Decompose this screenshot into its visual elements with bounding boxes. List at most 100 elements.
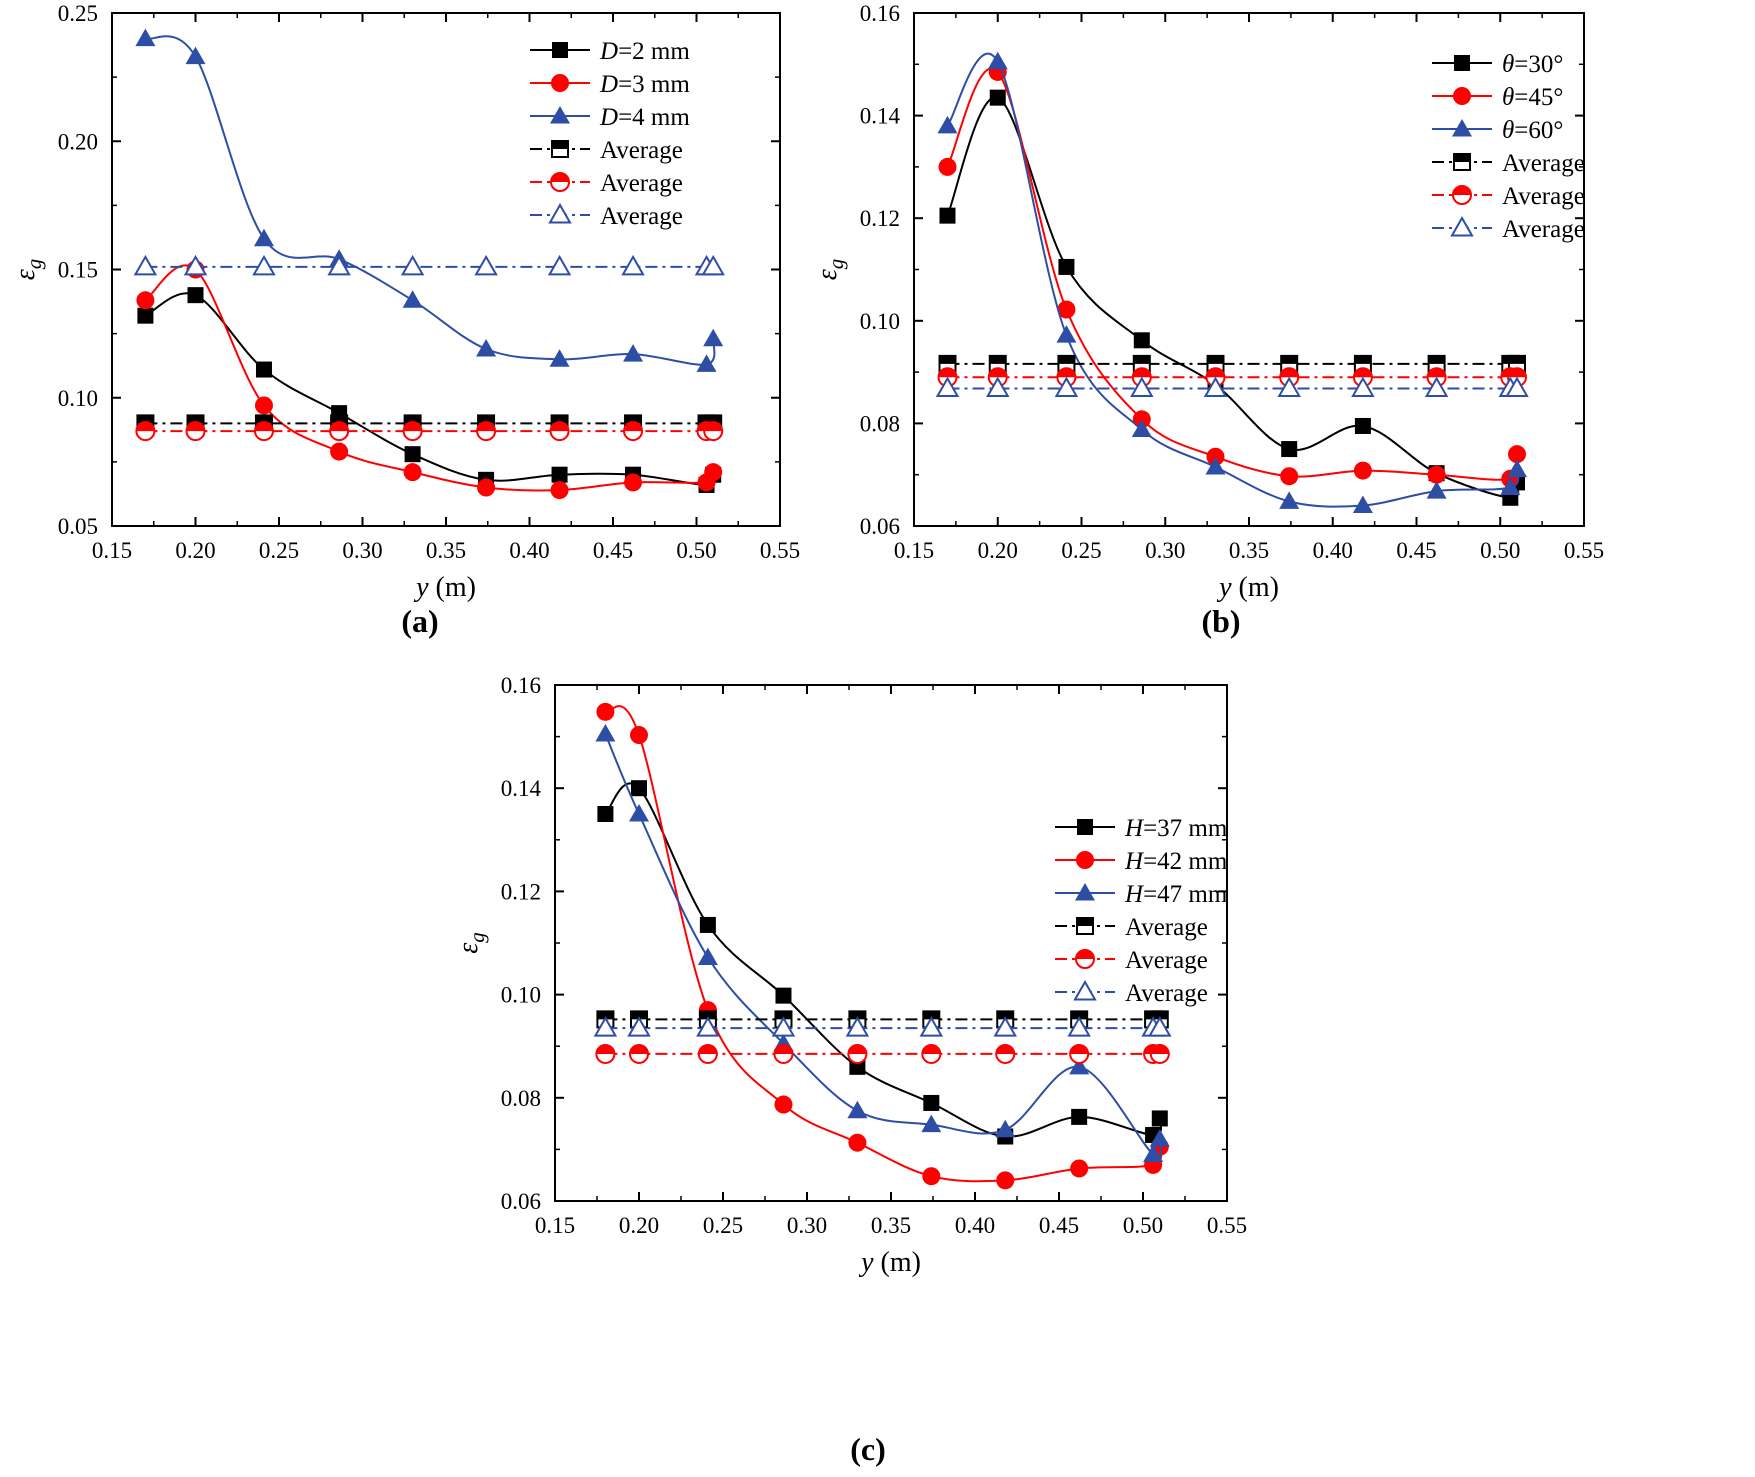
legend-label: θ=45° bbox=[1502, 84, 1563, 111]
legend-label: D=3 mm bbox=[599, 71, 690, 98]
data-point bbox=[621, 254, 645, 276]
data-point bbox=[701, 254, 725, 276]
data-point bbox=[775, 987, 792, 1004]
data-point bbox=[703, 328, 724, 347]
data-point-half bbox=[136, 422, 155, 432]
data-point bbox=[255, 361, 272, 378]
x-tick-label: 0.35 bbox=[426, 538, 466, 563]
legend-entry: θ=60° bbox=[1432, 117, 1563, 144]
data-point-half bbox=[705, 415, 722, 424]
legend-label: θ=30° bbox=[1502, 51, 1563, 78]
legend-entry: θ=30° bbox=[1432, 51, 1563, 78]
data-point bbox=[477, 478, 496, 497]
legend-entry: Average bbox=[1432, 183, 1585, 210]
legend-marker bbox=[1452, 119, 1472, 137]
data-point bbox=[922, 1167, 941, 1186]
data-point bbox=[847, 1100, 868, 1119]
plot-content bbox=[593, 702, 1172, 1190]
y-tick-label: 0.10 bbox=[501, 983, 541, 1008]
legend-marker-half bbox=[1454, 154, 1470, 162]
data-point bbox=[402, 290, 423, 308]
data-point bbox=[919, 1016, 944, 1037]
data-point bbox=[935, 376, 960, 398]
data-point bbox=[923, 1094, 940, 1111]
y-tick-label: 0.05 bbox=[58, 514, 98, 539]
data-point-half bbox=[849, 1011, 866, 1020]
chart-panel-a: 0.15 0.20 0.25 0.30 0.35 0.40 0.45 0.50 0.55 0.05… bbox=[10, 1, 800, 639]
y-tick-label: 0.08 bbox=[860, 411, 900, 436]
data-point bbox=[704, 463, 723, 482]
x-tick-label: 0.20 bbox=[175, 538, 215, 563]
series-5 bbox=[595, 1043, 1170, 1064]
data-point bbox=[1351, 376, 1375, 398]
x-tick-label: 0.45 bbox=[593, 538, 633, 563]
legend-label: H=47 mm bbox=[1124, 881, 1228, 908]
data-point-half bbox=[1509, 355, 1525, 364]
legend-entry: D=2 mm bbox=[530, 38, 690, 65]
legend-label: Average bbox=[1502, 183, 1585, 210]
data-point bbox=[474, 254, 498, 276]
data-point-half bbox=[1133, 355, 1150, 364]
data-point bbox=[133, 254, 158, 276]
data-point bbox=[1133, 332, 1150, 349]
data-point-half bbox=[989, 355, 1006, 364]
data-point bbox=[1280, 467, 1299, 486]
data-point bbox=[1281, 441, 1298, 458]
data-point bbox=[551, 466, 568, 483]
legend-marker-half bbox=[1076, 950, 1094, 959]
legend-entry: D=3 mm bbox=[530, 71, 690, 98]
data-point bbox=[921, 1114, 942, 1133]
data-point-half bbox=[186, 422, 205, 432]
data-point bbox=[400, 254, 425, 276]
legend-label: Average bbox=[600, 137, 683, 164]
x-tick-label: 0.20 bbox=[978, 538, 1018, 563]
legend-label: Average bbox=[1502, 216, 1585, 243]
legend-label: Average bbox=[600, 170, 683, 197]
legend-marker bbox=[548, 202, 572, 224]
legend-label: Average bbox=[1125, 980, 1208, 1007]
series-5 bbox=[135, 421, 724, 442]
legend-label: Average bbox=[1502, 150, 1585, 177]
data-point bbox=[848, 1133, 867, 1152]
data-point bbox=[996, 1171, 1015, 1190]
data-point bbox=[1424, 376, 1449, 398]
series-1 bbox=[137, 287, 722, 493]
legend-marker bbox=[1075, 883, 1095, 901]
legend-entry: Average bbox=[530, 202, 683, 230]
data-point-half bbox=[1353, 368, 1372, 378]
data-point bbox=[1054, 376, 1079, 398]
data-point bbox=[595, 724, 616, 742]
data-point bbox=[1427, 465, 1446, 484]
data-point bbox=[1354, 417, 1371, 434]
x-tick-label: 0.50 bbox=[1480, 538, 1520, 563]
data-point bbox=[1507, 459, 1527, 478]
data-point bbox=[1151, 1110, 1168, 1127]
data-point-half bbox=[331, 415, 348, 424]
axes: 0.15 0.20 0.25 0.30 0.35 0.40 0.45 0.50 0.55 0.05… bbox=[58, 1, 800, 563]
data-point bbox=[771, 1016, 796, 1037]
legend-label: H=42 mm bbox=[1124, 848, 1228, 875]
data-point bbox=[774, 1095, 793, 1114]
legend-entry: H=47 mm bbox=[1055, 881, 1228, 908]
data-point bbox=[404, 446, 421, 463]
legend-label: D=4 mm bbox=[599, 104, 690, 131]
data-point-half bbox=[698, 1044, 717, 1054]
data-point-half bbox=[699, 1011, 716, 1020]
chart-panel-c: 0.15 0.20 0.25 0.30 0.35 0.40 0.45 0.50 0.55 0.06… bbox=[453, 673, 1247, 1467]
data-point bbox=[939, 207, 956, 224]
legend-label: D=2 mm bbox=[599, 38, 690, 65]
data-point-half bbox=[254, 422, 273, 432]
legend-marker bbox=[1453, 87, 1471, 105]
data-point bbox=[1070, 1159, 1089, 1178]
legend-entry: Average bbox=[1432, 150, 1585, 177]
x-tick-label: 0.30 bbox=[342, 538, 382, 563]
series-line bbox=[946, 67, 1520, 481]
data-point bbox=[1069, 1056, 1090, 1075]
data-point-half bbox=[404, 415, 421, 424]
plot-frame bbox=[554, 684, 1228, 1202]
data-point-half bbox=[551, 415, 568, 424]
data-point-half bbox=[923, 1011, 940, 1020]
data-point bbox=[697, 947, 718, 965]
legend-entry: Average bbox=[1055, 914, 1208, 941]
